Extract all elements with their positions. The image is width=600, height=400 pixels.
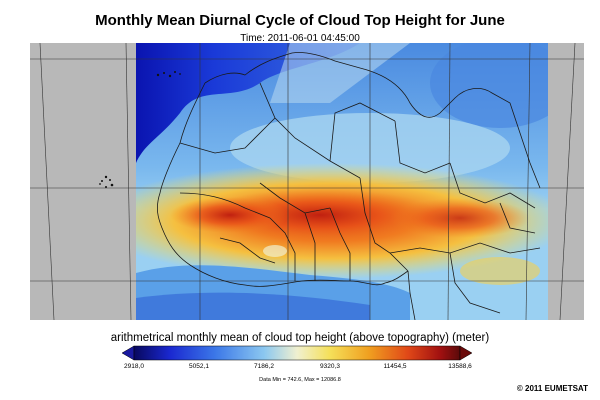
colorbar	[122, 345, 472, 361]
country-borders	[156, 52, 541, 320]
copyright-notice: © 2011 EUMETSAT	[516, 384, 588, 393]
map-title: Monthly Mean Diurnal Cycle of Cloud Top …	[95, 12, 505, 29]
graticule	[30, 43, 584, 320]
colorbar-tick: 7186,2	[254, 363, 274, 370]
colorbar-label: arithmetrical monthly mean of cloud top …	[110, 332, 490, 344]
colorbar-max-arrow	[459, 345, 472, 361]
colorbar-tick: 5052,1	[189, 363, 209, 370]
colorbar-tick: 13588,6	[448, 363, 472, 370]
cloud-top-height-map	[30, 43, 584, 320]
colorbar-tick: 9320,3	[320, 363, 340, 370]
colorbar-min-arrow	[122, 345, 135, 361]
cape-verde-islands	[99, 175, 114, 188]
map-subtitle: Time: 2011-06-01 04:45:00	[240, 33, 360, 44]
data-range-note: Data Min = 742.6, Max = 12086.8	[259, 377, 341, 383]
colorbar-gradient	[133, 345, 461, 361]
data-field	[136, 43, 548, 320]
canary-islands	[156, 71, 181, 78]
colorbar-tick: 2918,0	[124, 363, 144, 370]
colorbar-tick: 11454,5	[383, 363, 407, 370]
